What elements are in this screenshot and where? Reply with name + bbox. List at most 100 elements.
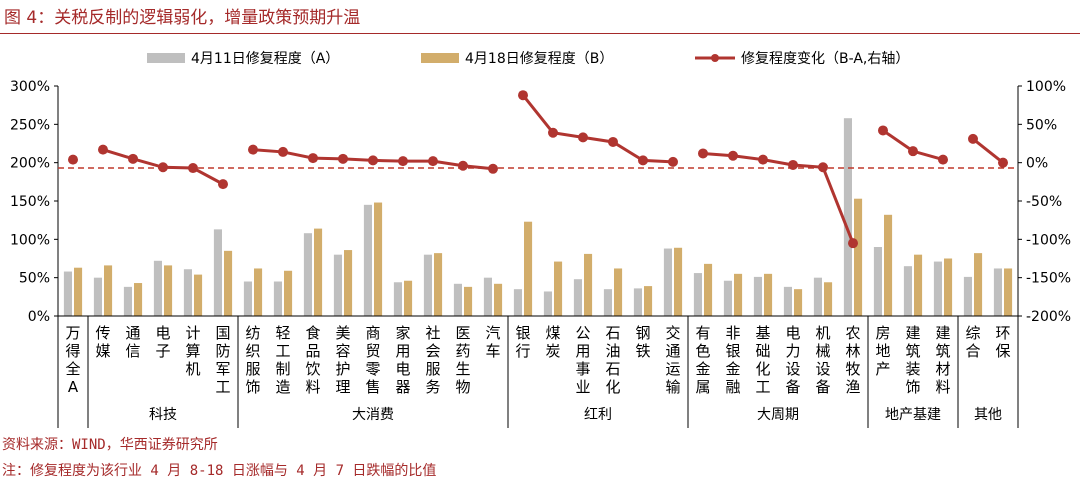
legend-label-3: 修复程度变化（B-A,右轴） (741, 50, 909, 67)
legend-swatch-1 (147, 53, 185, 63)
bar-series-a (453, 283, 462, 316)
x-category-label: 料 (305, 378, 320, 396)
bar-series-a (243, 281, 252, 316)
chart: 4月11日修复程度（A） 4月18日修复程度（B） 修复程度变化（B-A,右轴） 0%… (10, 50, 1071, 428)
x-category-label: 运 (665, 360, 680, 378)
x-category-label: 色 (695, 342, 710, 360)
bar-series-b (494, 283, 503, 316)
x-category-label: 石 (605, 360, 620, 378)
x-category-label: 电 (395, 360, 410, 378)
x-category-label: 饮 (305, 360, 320, 378)
x-category-label: 有 (695, 324, 710, 342)
x-category-label: 设 (815, 360, 830, 378)
bar-series-b (944, 258, 953, 316)
line-point (938, 154, 948, 165)
bar-series-a (483, 277, 492, 316)
y-left-tick-label: 100% (10, 232, 50, 248)
x-category-label: 造 (275, 378, 290, 396)
bar-series-b (284, 270, 293, 316)
x-category-label: 石 (605, 324, 620, 342)
group-label: 红利 (584, 407, 612, 423)
line-point (158, 162, 168, 173)
x-category-label: 服 (245, 360, 260, 378)
x-category-label: 化 (605, 378, 620, 396)
y-left-tick-label: 200% (10, 156, 50, 172)
x-category-label: 银 (725, 342, 740, 360)
bar-series-b (1004, 268, 1013, 316)
x-category-label: 通 (125, 324, 140, 342)
x-category-label: 合 (965, 342, 980, 360)
x-category-label: 煤 (545, 324, 560, 342)
x-category-label: 工 (755, 378, 770, 396)
x-category-label: 工 (215, 378, 230, 396)
bar-series-b (554, 261, 563, 316)
bar-series-a (393, 282, 402, 316)
x-category-label: 化 (755, 360, 770, 378)
x-category-label: 公 (575, 324, 590, 342)
x-category-label: 贸 (365, 342, 380, 360)
x-category-label: 渔 (845, 378, 860, 396)
x-category-label: 料 (935, 378, 950, 396)
x-category-label: 础 (755, 342, 770, 360)
source-note: 资料来源：WIND，华西证券研究所 (2, 437, 218, 453)
x-category-label: 农 (845, 324, 860, 342)
bar-series-a (993, 268, 1002, 316)
group-label: 地产基建 (885, 406, 941, 423)
x-category-label: 备 (815, 378, 830, 396)
line-point (698, 148, 708, 159)
x-category-label: 商 (365, 324, 380, 342)
x-category-label: 传 (95, 324, 110, 342)
line-point (188, 163, 198, 174)
bar-series-a (963, 276, 972, 316)
x-category-label: 务 (425, 378, 440, 396)
bar-series-a (753, 276, 762, 316)
chart-title: 图 4：关税反制的逻辑弱化，增量政策预期升温 (4, 8, 361, 28)
x-category-label: 万 (65, 324, 80, 342)
bar-series-b (674, 247, 683, 316)
bar-series-a (813, 277, 822, 316)
x-category-label: 融 (725, 378, 740, 396)
x-category-label: 业 (575, 378, 590, 396)
bar-series-b (764, 273, 773, 316)
x-category-label: 子 (155, 342, 170, 360)
x-category-label: 美 (335, 324, 350, 342)
bar-series-a (273, 281, 282, 316)
x-category-label: 计 (185, 324, 200, 342)
line-point (668, 156, 678, 167)
legend-label-2: 4月18日修复程度（B） (465, 50, 613, 67)
x-category-label: 器 (395, 378, 410, 396)
x-category-label: 筑 (935, 342, 950, 360)
x-category-label: 备 (785, 378, 800, 396)
line-point (968, 133, 978, 144)
x-category-label: 保 (995, 342, 1010, 360)
x-category-label: 电 (785, 324, 800, 342)
line-point (128, 153, 138, 164)
title-divider (0, 33, 1080, 34)
x-category-label: 理 (335, 378, 350, 396)
x-category-label: 信 (125, 342, 140, 360)
bar-series-b (74, 267, 83, 316)
line-point (998, 157, 1008, 168)
bar-series-b (404, 280, 413, 316)
bar-series-a (63, 271, 72, 316)
x-category-label: 炭 (545, 342, 560, 360)
x-category-label: 算 (185, 342, 200, 360)
bar-series-a (603, 289, 612, 316)
x-category-label: 药 (455, 342, 470, 360)
line-point (818, 162, 828, 173)
x-category-label: 建 (935, 324, 950, 342)
x-category-label: 事 (575, 360, 590, 378)
x-category-label: 综 (965, 324, 980, 342)
y-left-tick-label: 0% (28, 309, 50, 325)
bar-series-b (134, 283, 143, 316)
bar-series-b (854, 198, 863, 316)
line-point (338, 153, 348, 164)
line-series-segment (972, 137, 1004, 164)
line-point (908, 146, 918, 157)
x-category-label: 会 (425, 342, 440, 360)
bar-series-a (723, 280, 732, 316)
group-label: 其他 (974, 407, 1002, 423)
x-category-label: 制 (275, 360, 290, 378)
bar-series-a (123, 286, 132, 316)
x-category-label: 生 (455, 360, 470, 378)
